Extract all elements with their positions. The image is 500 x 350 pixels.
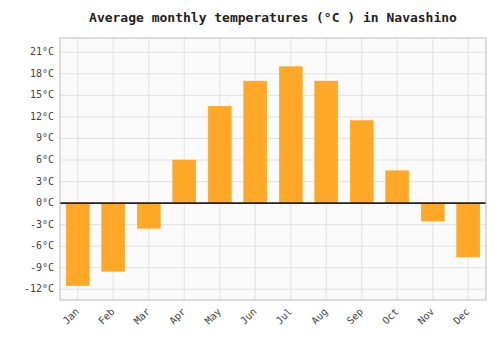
x-tick-label: Oct: [380, 306, 401, 327]
x-tick-label: Sep: [345, 306, 366, 327]
x-grid-line: [432, 38, 433, 300]
grid: [60, 38, 486, 300]
y-tick-label: -12°C: [24, 283, 54, 294]
y-tick-label: 12°C: [30, 111, 54, 122]
x-tick-label: Feb: [96, 306, 117, 327]
bar: [137, 203, 160, 228]
y-grid-line: [60, 52, 486, 53]
x-grid-line: [148, 38, 149, 300]
bar: [244, 81, 267, 203]
x-axis: Jan Feb Mar Apr May Jun Jul Aug Sep Oct Nov Dec: [61, 306, 472, 327]
bar: [279, 67, 302, 203]
y-grid-line: [60, 116, 486, 117]
x-grid-line: [468, 38, 469, 300]
x-tick-label: Jan: [61, 306, 82, 327]
y-tick-label: 21°C: [30, 46, 54, 57]
y-tick-label: 18°C: [30, 68, 54, 79]
bar: [350, 121, 373, 204]
y-tick-label: -9°C: [30, 262, 54, 273]
plot-area: [60, 38, 486, 300]
y-tick-label: 9°C: [36, 132, 54, 143]
x-tick-label: Dec: [451, 306, 472, 327]
bar: [173, 160, 196, 203]
y-grid-line: [60, 95, 486, 96]
y-grid-line: [60, 289, 486, 290]
y-grid-line: [60, 73, 486, 74]
x-tick-label: Nov: [416, 306, 437, 327]
y-tick-label: 0°C: [36, 197, 54, 208]
x-tick-label: Aug: [309, 306, 330, 327]
y-grid-line: [60, 203, 486, 204]
plot-frame: [60, 38, 486, 300]
x-tick-label: Jun: [238, 306, 259, 327]
bar: [315, 81, 338, 203]
y-tick-label: -6°C: [30, 240, 54, 251]
bar: [208, 106, 231, 203]
y-tick-label: -3°C: [30, 219, 54, 230]
chart: -12°C -9°C -6°C -3°C 0°C 3°C 6°C 9°C 12°C 15°C 18°…: [0, 0, 500, 350]
y-grid-line: [60, 181, 486, 182]
x-tick-label: Jul: [274, 306, 295, 327]
bar: [66, 203, 89, 286]
x-grid-line: [397, 38, 398, 300]
bar: [457, 203, 480, 257]
y-tick-label: 15°C: [30, 89, 54, 100]
bar: [421, 203, 444, 221]
bar: [386, 171, 409, 203]
y-tick-label: 3°C: [36, 176, 54, 187]
y-axis: -12°C -9°C -6°C -3°C 0°C 3°C 6°C 9°C 12°C 15°C 18°…: [24, 46, 54, 294]
y-tick-label: 6°C: [36, 154, 54, 165]
y-grid-line: [60, 160, 486, 161]
x-tick-label: May: [203, 306, 224, 327]
x-tick-label: Apr: [167, 306, 188, 327]
bar: [102, 203, 125, 271]
y-grid-line: [60, 138, 486, 139]
title: Average monthly temperatures (°C ) in Na…: [89, 10, 457, 25]
x-tick-label: Mar: [132, 306, 153, 327]
bars: [66, 67, 480, 286]
zero-line: [60, 202, 486, 204]
